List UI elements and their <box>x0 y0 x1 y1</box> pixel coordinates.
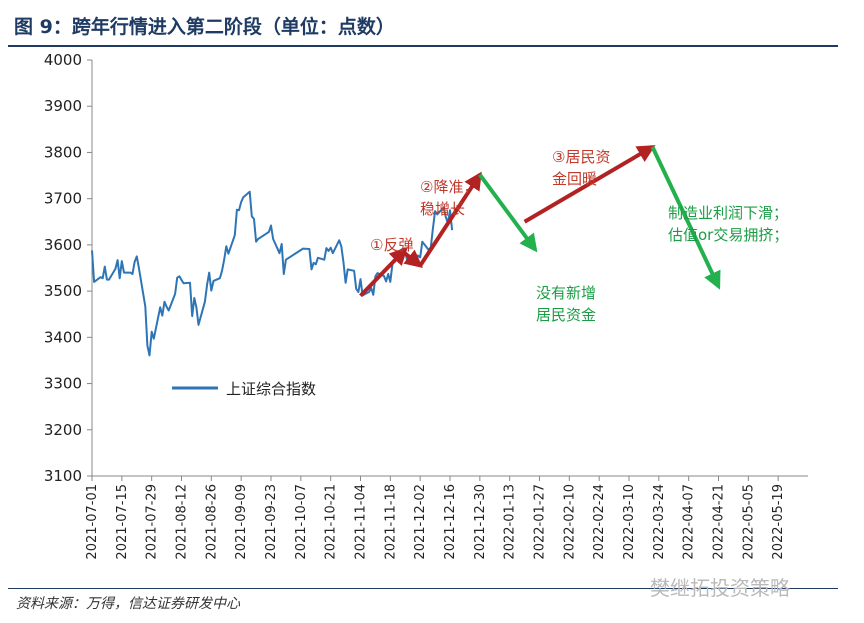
watermark: 樊继拓投资策略 <box>650 576 790 600</box>
y-tick-label: 3400 <box>44 328 82 346</box>
x-tick-label: 2021-09-23 <box>264 484 279 560</box>
y-axis: 3100 3200 3300 3400 3500 3600 3700 3800 3900 4000 <box>44 51 93 485</box>
x-tick-label: 2021-07-29 <box>145 484 160 560</box>
x-tick-label: 2022-01-13 <box>503 484 518 560</box>
series-line <box>91 190 454 357</box>
annotation-text: ①反弹 <box>370 236 413 254</box>
annotation-line: ②降准， <box>420 178 478 196</box>
x-tick-label: 2021-08-26 <box>204 484 219 560</box>
x-tick-label: 2021-10-21 <box>324 484 339 560</box>
legend: 上证综合指数 <box>172 380 316 398</box>
red-trend-arrow <box>523 145 656 224</box>
y-tick-label: 3100 <box>44 467 82 485</box>
footer-divider <box>8 588 838 589</box>
annotation-line: ①反弹 <box>370 236 413 254</box>
x-tick-label: 2022-05-19 <box>771 484 786 560</box>
y-tick-label: 3200 <box>44 421 82 439</box>
y-tick-label: 3900 <box>44 97 82 115</box>
x-tick-label: 2021-07-01 <box>85 484 100 560</box>
x-tick-label: 2021-11-04 <box>354 484 369 560</box>
x-tick-label: 2021-12-30 <box>473 484 488 560</box>
annotation-line: 居民资金 <box>536 306 596 324</box>
y-tick-label: 3500 <box>44 282 82 300</box>
y-tick-label: 3300 <box>44 375 82 393</box>
annotation-line: 金回暖 <box>552 170 597 188</box>
x-tick-label: 2022-02-10 <box>562 484 577 560</box>
x-tick-label: 2021-07-15 <box>115 484 130 560</box>
x-tick-label: 2022-04-07 <box>682 484 697 560</box>
x-tick-label: 2021-12-16 <box>443 484 458 560</box>
x-tick-label: 2022-02-24 <box>592 484 607 560</box>
green-trend-arrow <box>650 146 721 290</box>
y-tick-label: 3600 <box>44 236 82 254</box>
annotation-text: ③居民资金回暖 <box>552 148 610 188</box>
x-tick-label: 2021-08-12 <box>175 484 190 560</box>
annotation-line: 估值or交易拥挤； <box>668 226 788 244</box>
y-tick-label: 3800 <box>44 143 82 161</box>
x-tick-label: 2021-10-07 <box>294 484 309 560</box>
x-tick-label: 2022-01-27 <box>533 484 548 560</box>
annotation-text: ②降准， 稳增长 <box>420 178 478 218</box>
red-trend-arrow <box>418 171 482 267</box>
red-trend-arrow <box>359 246 408 298</box>
annotation-line: 稳增长 <box>420 200 465 218</box>
source-note: 资料来源：万得，信达证券研发中心 <box>16 596 240 612</box>
series-layer <box>91 190 454 357</box>
annotation-line: 制造业利润下滑； <box>668 204 788 222</box>
annotation-text: 制造业利润下滑； 估值or交易拥挤； <box>668 204 788 244</box>
annotation-line: 没有新增 <box>536 284 596 302</box>
legend-label: 上证综合指数 <box>226 380 316 398</box>
arrow-layer <box>359 145 721 298</box>
x-tick-label: 2022-03-24 <box>652 484 667 560</box>
x-tick-label: 2021-09-09 <box>234 484 249 560</box>
x-tick-label: 2021-11-18 <box>383 484 398 560</box>
x-tick-label: 2022-04-21 <box>712 484 727 560</box>
x-tick-label: 2022-03-10 <box>622 484 637 560</box>
x-tick-label: 2022-05-05 <box>741 484 756 560</box>
x-axis: 2021-07-01 2021-07-15 2021-07-29 2021-08-12… <box>85 475 808 560</box>
green-trend-arrow <box>478 173 538 253</box>
title-divider <box>8 45 838 47</box>
chart-title: 图 9：跨年行情进入第二阶段（单位：点数） <box>14 16 395 38</box>
red-trend-arrow <box>401 249 423 268</box>
y-tick-label: 3700 <box>44 190 82 208</box>
y-tick-label: 4000 <box>44 51 82 69</box>
x-tick-label: 2021-12-02 <box>413 484 428 560</box>
annotation-line: ③居民资 <box>552 148 610 166</box>
annotation-text: 没有新增居民资金 <box>536 284 596 324</box>
